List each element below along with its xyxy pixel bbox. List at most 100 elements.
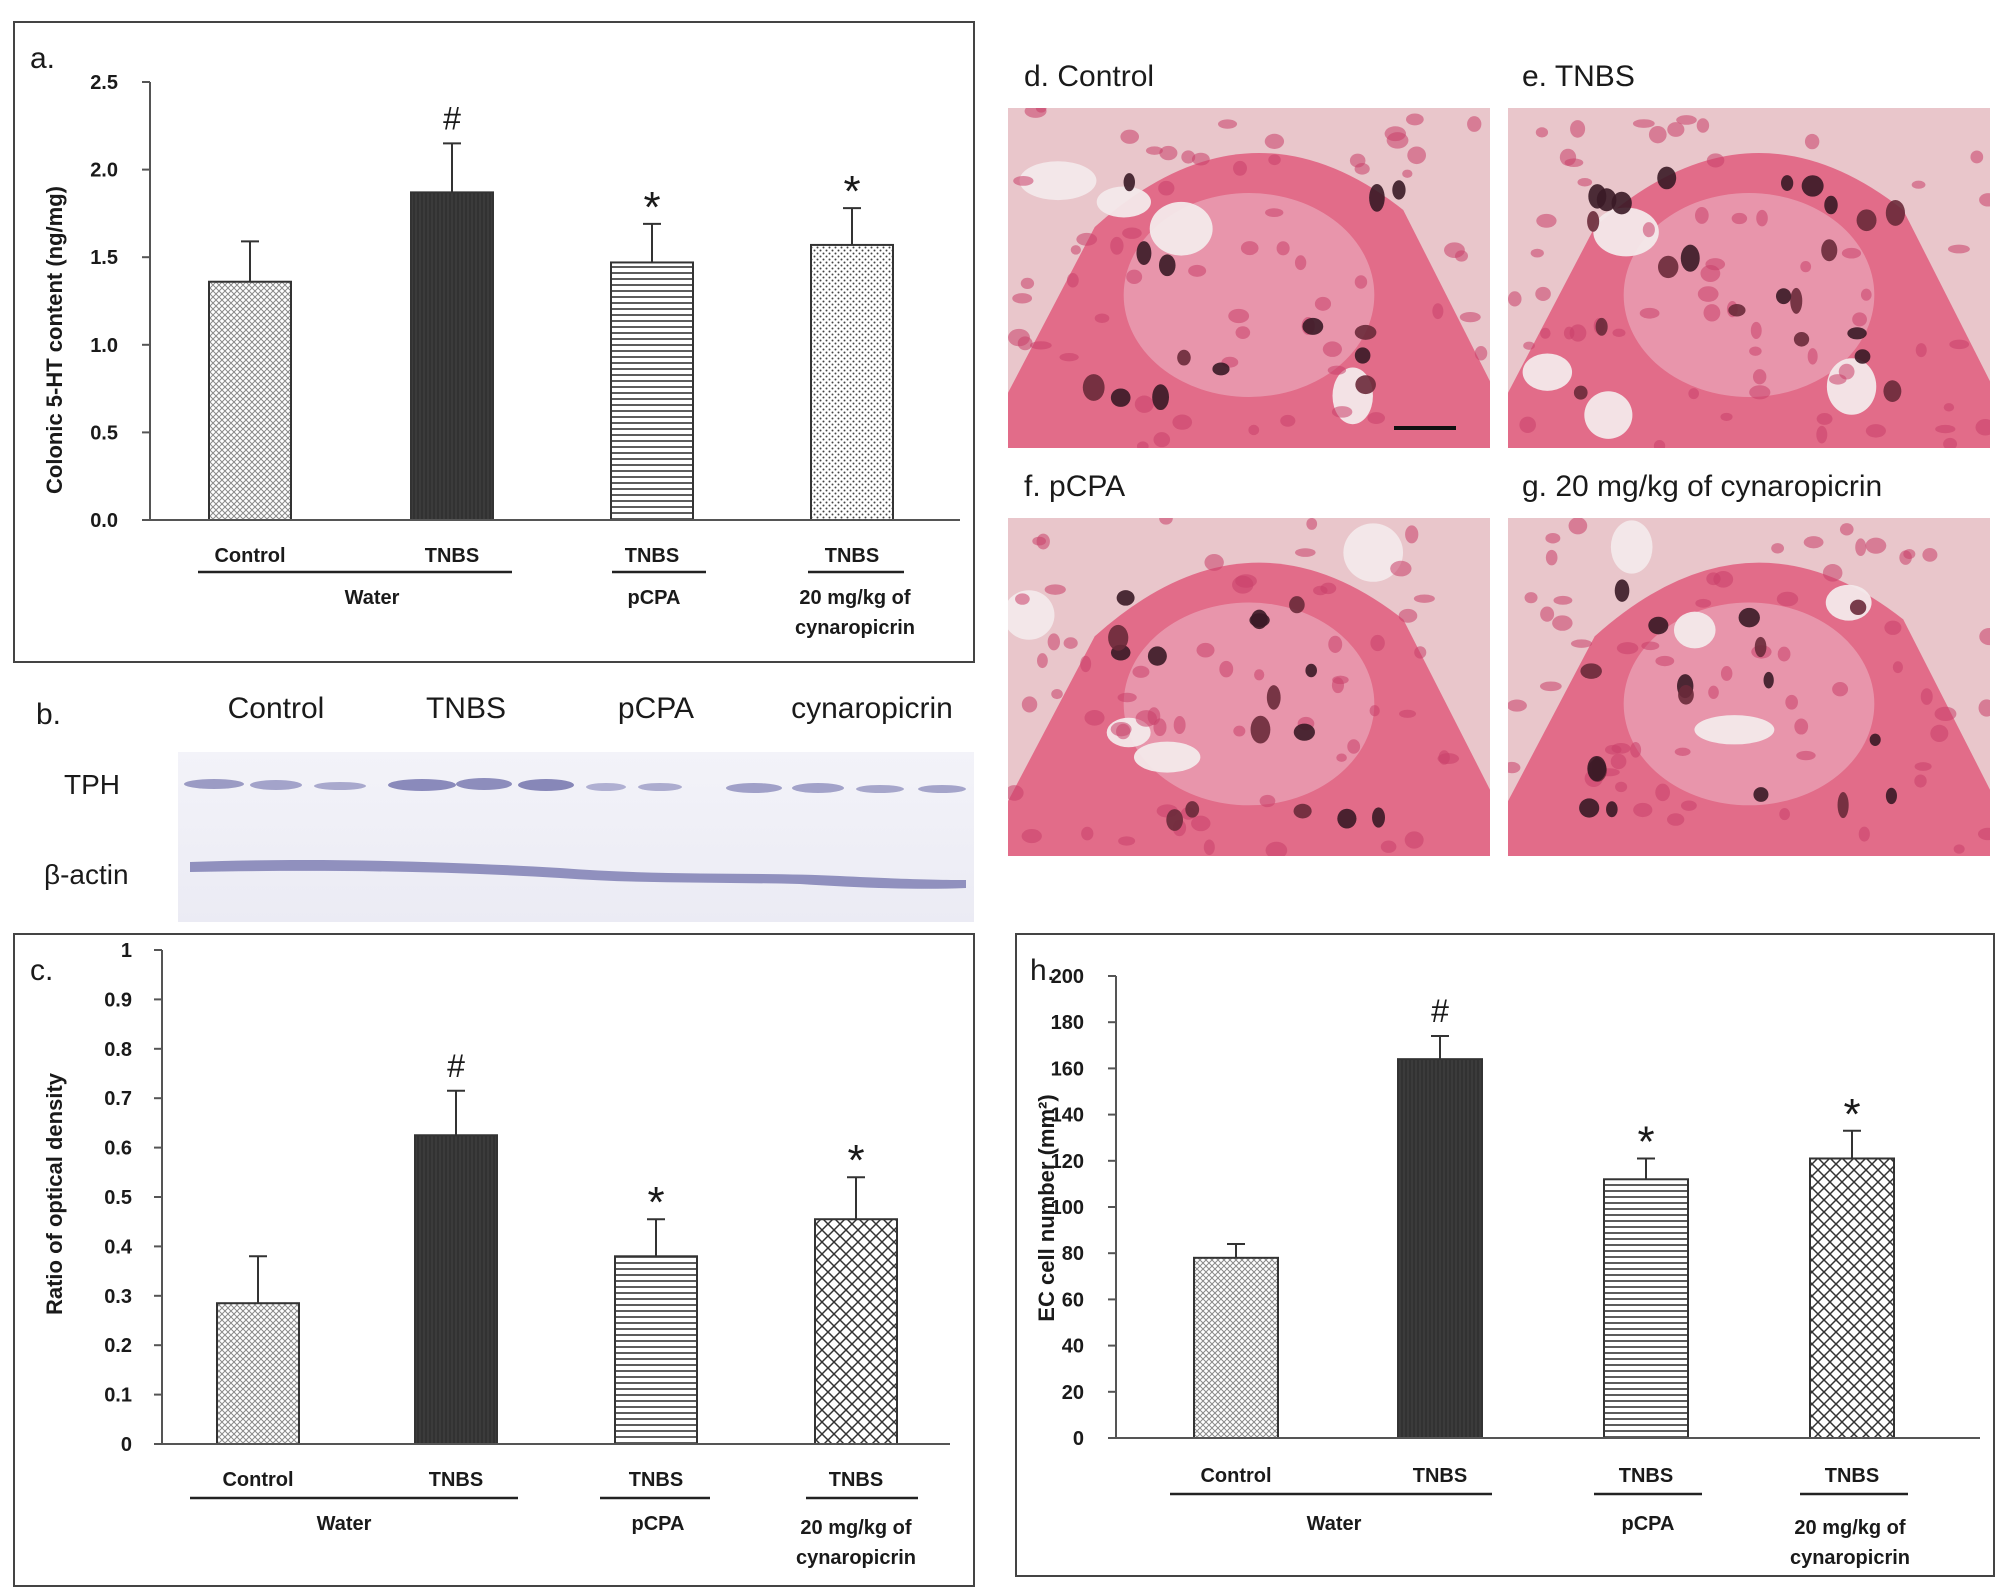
cell-nucleus — [1407, 146, 1427, 165]
cell-nucleus — [1136, 441, 1149, 448]
ec-cell — [1738, 607, 1760, 628]
ec-cell — [1573, 385, 1588, 400]
y-tick-label: 180 — [1051, 1012, 1084, 1034]
tissue-lumen — [1343, 523, 1404, 582]
cell-nucleus — [1265, 208, 1284, 217]
cell-nucleus — [1398, 608, 1418, 623]
cell-nucleus — [1807, 348, 1818, 365]
tph-band — [456, 778, 512, 790]
significance-mark: # — [1431, 993, 1449, 1029]
ec-cell — [1596, 188, 1617, 212]
y-tick-label: 120 — [1051, 1151, 1084, 1173]
ec-cell — [1116, 590, 1135, 606]
ec-cell — [1657, 166, 1677, 190]
cell-nucleus — [1327, 365, 1347, 375]
y-tick-label: 0.9 — [104, 989, 132, 1011]
panel-a-group-label-pcpa: pCPA — [628, 587, 681, 609]
tissue-lumen — [1584, 391, 1633, 439]
cell-nucleus — [1892, 661, 1903, 674]
panel-c-bars: # * * — [216, 1048, 898, 1446]
y-tick-label: 0.6 — [104, 1138, 132, 1160]
micrograph-f — [1008, 518, 1490, 856]
ec-cell — [1392, 180, 1406, 200]
y-tick-label: 2.5 — [90, 72, 118, 94]
cell-nucleus — [1975, 419, 1990, 436]
ec-cell — [1837, 792, 1849, 819]
tissue-lumen — [1825, 584, 1872, 621]
micrograph-e — [1508, 108, 1990, 448]
tissue — [1508, 108, 1990, 448]
cell-nucleus — [1569, 324, 1587, 342]
micrograph-label-f: f. pCPA — [1024, 470, 1125, 503]
cell-nucleus — [1610, 753, 1627, 770]
panel-a-group-label-cyn-line2: cynaropicrin — [795, 617, 915, 639]
significance-mark: * — [1637, 1117, 1654, 1166]
cell-nucleus — [1604, 744, 1622, 755]
panel-c: c. Ratio of optical density #** 00.10.20… — [13, 933, 975, 1587]
cell-nucleus — [1191, 815, 1211, 832]
cell-nucleus — [1399, 709, 1417, 718]
cell-nucleus — [1467, 116, 1482, 132]
panel-b-lane-pcpa: pCPA — [618, 692, 694, 725]
ec-cell — [1082, 374, 1105, 401]
cell-nucleus — [1314, 296, 1332, 311]
panel-c-group-label-water: Water — [317, 1513, 372, 1535]
cell-nucleus — [1832, 681, 1849, 697]
cell-nucleus — [1276, 241, 1290, 256]
tph-band — [792, 783, 844, 793]
cell-nucleus — [1943, 403, 1955, 412]
cell-nucleus — [1080, 655, 1092, 673]
y-tick-label: 0.1 — [104, 1385, 132, 1407]
tissue — [1008, 518, 1490, 856]
cell-nucleus — [1553, 595, 1573, 605]
ec-cell — [1763, 671, 1774, 689]
tissue-core — [1623, 193, 1875, 397]
ec-cell — [1775, 288, 1792, 305]
cell-nucleus — [1630, 742, 1642, 758]
cell-nucleus — [1642, 222, 1655, 238]
cell-nucleus — [1474, 345, 1488, 361]
panel-h: h. EC cell number (mm²) # * * 0 20 40 60 80 100… — [1015, 933, 1995, 1577]
cell-nucleus — [1655, 655, 1675, 667]
y-tick-label: 0.8 — [104, 1039, 132, 1061]
cell-nucleus — [1911, 180, 1926, 189]
cell-nucleus — [1153, 718, 1167, 737]
panel-b-row-actin: β-actin — [44, 859, 129, 890]
cell-nucleus — [1013, 175, 1034, 186]
cell-nucleus — [1070, 245, 1081, 255]
cell-nucleus — [1021, 829, 1042, 844]
panel-h-letter: h. — [1030, 954, 1055, 987]
tissue-lumen — [1673, 611, 1716, 649]
cell-nucleus — [1667, 122, 1685, 137]
cell-nucleus — [1021, 696, 1038, 713]
cell-nucleus — [1188, 264, 1207, 277]
panel-h-x-label-control: Control — [1200, 1465, 1271, 1487]
y-tick-label: 0.3 — [104, 1286, 132, 1308]
cell-nucleus — [1695, 598, 1712, 608]
cell-nucleus — [1803, 536, 1824, 549]
cell-nucleus — [1570, 639, 1593, 648]
y-tick-label: 20 — [1062, 1382, 1084, 1404]
cell-nucleus — [1228, 308, 1250, 324]
tissue-lumen — [1593, 207, 1659, 257]
cell-nucleus — [1540, 606, 1555, 622]
cell-nucleus — [1508, 699, 1527, 712]
cell-nucleus — [1390, 560, 1412, 577]
cell-nucleus — [1369, 705, 1380, 717]
cell-nucleus — [1332, 675, 1349, 685]
cell-nucleus — [1347, 739, 1361, 754]
cell-nucleus — [1066, 272, 1079, 288]
cell-nucleus — [1935, 424, 1956, 434]
ec-cell — [1780, 175, 1794, 191]
tph-band — [518, 779, 574, 791]
y-tick-label: 0.0 — [90, 510, 118, 532]
panel-c-y-axis-label: Ratio of optical density — [42, 1072, 67, 1315]
ec-cell — [1136, 241, 1152, 265]
cell-nucleus — [1508, 291, 1522, 307]
cell-nucleus — [1172, 414, 1193, 430]
cell-nucleus — [1947, 244, 1970, 254]
cell-nucleus — [1455, 250, 1468, 262]
bar — [610, 261, 694, 521]
cell-nucleus — [1648, 125, 1667, 144]
cell-nucleus — [1280, 414, 1296, 427]
